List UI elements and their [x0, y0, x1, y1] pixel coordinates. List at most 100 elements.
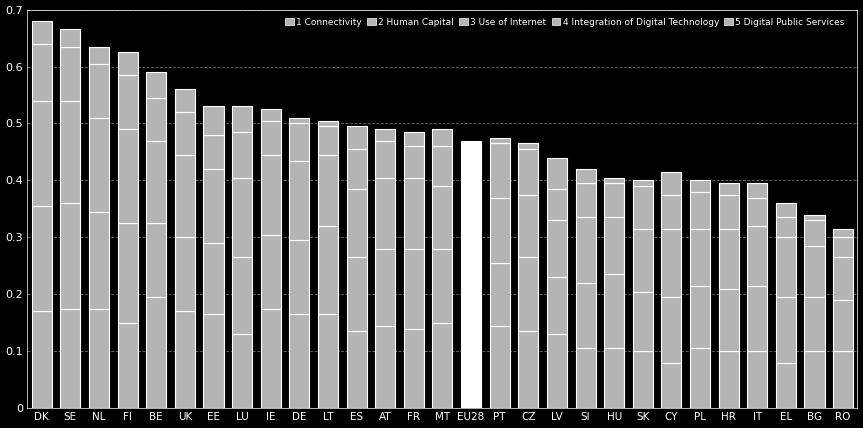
- Bar: [32, 21, 52, 44]
- Bar: [175, 312, 195, 408]
- Bar: [117, 223, 138, 323]
- Bar: [32, 206, 52, 312]
- Bar: [432, 186, 452, 249]
- Bar: [146, 72, 167, 98]
- Bar: [204, 107, 224, 135]
- Bar: [690, 229, 710, 286]
- Bar: [318, 226, 338, 314]
- Bar: [547, 334, 567, 408]
- Bar: [547, 189, 567, 220]
- Bar: [633, 186, 652, 229]
- Bar: [690, 286, 710, 348]
- Bar: [833, 229, 854, 238]
- Bar: [60, 309, 80, 408]
- Bar: [633, 229, 652, 291]
- Bar: [404, 178, 424, 249]
- Bar: [347, 331, 367, 408]
- Bar: [461, 323, 481, 408]
- Bar: [719, 183, 739, 195]
- Bar: [747, 286, 767, 351]
- Bar: [719, 288, 739, 351]
- Bar: [461, 252, 481, 323]
- Bar: [804, 214, 824, 220]
- Bar: [318, 121, 338, 126]
- Bar: [375, 140, 395, 178]
- Bar: [576, 283, 595, 348]
- Bar: [89, 118, 109, 212]
- Bar: [576, 348, 595, 408]
- Bar: [833, 257, 854, 300]
- Bar: [804, 297, 824, 351]
- Bar: [204, 243, 224, 314]
- Bar: [375, 326, 395, 408]
- Bar: [404, 329, 424, 408]
- Bar: [576, 169, 595, 183]
- Bar: [117, 323, 138, 408]
- Bar: [633, 181, 652, 186]
- Bar: [204, 169, 224, 243]
- Bar: [833, 238, 854, 257]
- Bar: [776, 363, 796, 408]
- Bar: [804, 220, 824, 246]
- Bar: [776, 203, 796, 217]
- Bar: [60, 203, 80, 309]
- Bar: [318, 126, 338, 155]
- Bar: [175, 155, 195, 238]
- Bar: [204, 135, 224, 169]
- Bar: [117, 52, 138, 75]
- Bar: [318, 314, 338, 408]
- Bar: [547, 277, 567, 334]
- Bar: [690, 348, 710, 408]
- Bar: [232, 178, 252, 257]
- Bar: [719, 229, 739, 288]
- Bar: [404, 249, 424, 329]
- Bar: [776, 238, 796, 297]
- Bar: [318, 155, 338, 226]
- Bar: [489, 138, 510, 143]
- Bar: [804, 246, 824, 297]
- Bar: [604, 274, 624, 348]
- Bar: [375, 178, 395, 249]
- Bar: [232, 132, 252, 178]
- Bar: [747, 198, 767, 226]
- Bar: [633, 291, 652, 351]
- Bar: [232, 107, 252, 132]
- Bar: [347, 189, 367, 257]
- Bar: [547, 158, 567, 189]
- Bar: [604, 183, 624, 217]
- Bar: [89, 212, 109, 309]
- Bar: [261, 121, 280, 155]
- Bar: [375, 249, 395, 326]
- Bar: [604, 178, 624, 183]
- Bar: [347, 257, 367, 331]
- Bar: [175, 89, 195, 112]
- Bar: [89, 64, 109, 118]
- Bar: [89, 47, 109, 64]
- Bar: [519, 331, 539, 408]
- Bar: [690, 181, 710, 192]
- Bar: [404, 132, 424, 146]
- Bar: [719, 195, 739, 229]
- Bar: [32, 101, 52, 206]
- Bar: [404, 146, 424, 178]
- Bar: [661, 172, 682, 195]
- Bar: [747, 226, 767, 286]
- Bar: [776, 297, 796, 363]
- Bar: [661, 229, 682, 297]
- Bar: [461, 140, 481, 152]
- Bar: [661, 363, 682, 408]
- Bar: [146, 98, 167, 140]
- Bar: [519, 257, 539, 331]
- Bar: [690, 192, 710, 229]
- Bar: [604, 348, 624, 408]
- Bar: [204, 314, 224, 408]
- Bar: [289, 123, 309, 160]
- Bar: [261, 309, 280, 408]
- Bar: [719, 351, 739, 408]
- Bar: [60, 47, 80, 101]
- Bar: [232, 257, 252, 334]
- Bar: [432, 146, 452, 186]
- Bar: [547, 220, 567, 277]
- Bar: [146, 297, 167, 408]
- Bar: [175, 238, 195, 312]
